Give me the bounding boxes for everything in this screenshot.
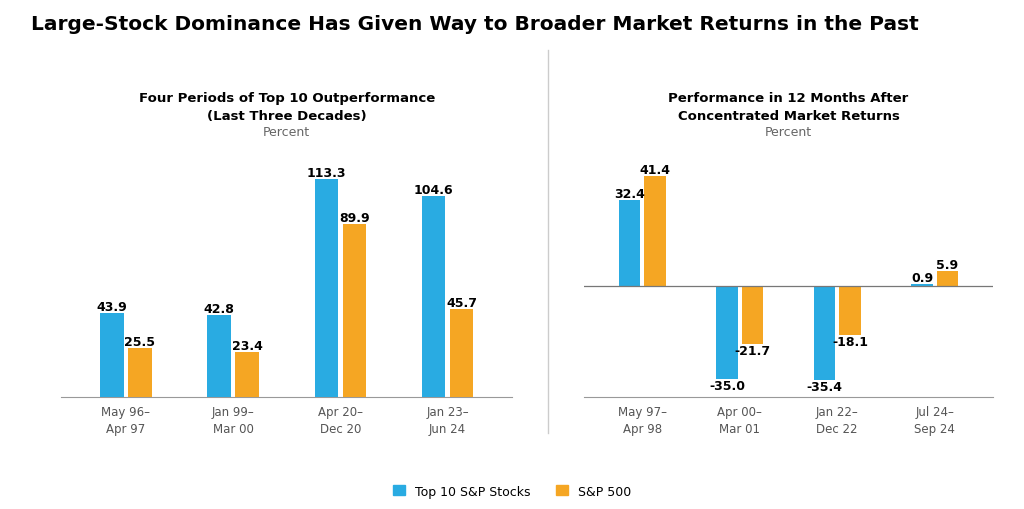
Bar bbox=[644, 177, 666, 287]
Text: Percent: Percent bbox=[263, 126, 310, 138]
Text: 45.7: 45.7 bbox=[446, 297, 477, 309]
Bar bbox=[450, 309, 473, 397]
Bar bbox=[717, 287, 737, 380]
Text: Percent: Percent bbox=[765, 126, 812, 138]
Text: 25.5: 25.5 bbox=[124, 335, 156, 348]
Bar bbox=[422, 196, 445, 397]
Bar bbox=[814, 287, 836, 381]
Text: -18.1: -18.1 bbox=[831, 335, 868, 348]
Text: 32.4: 32.4 bbox=[614, 188, 645, 201]
Bar bbox=[937, 271, 958, 287]
Bar bbox=[314, 180, 338, 397]
Text: -21.7: -21.7 bbox=[734, 345, 770, 357]
Text: 104.6: 104.6 bbox=[414, 184, 454, 196]
Bar bbox=[128, 348, 152, 397]
Bar bbox=[236, 352, 259, 397]
Bar bbox=[911, 285, 933, 287]
Bar bbox=[618, 201, 640, 287]
Text: Performance in 12 Months After: Performance in 12 Months After bbox=[669, 92, 908, 104]
Bar bbox=[741, 287, 763, 345]
Text: 41.4: 41.4 bbox=[639, 164, 671, 177]
Text: -35.4: -35.4 bbox=[807, 381, 843, 393]
Bar bbox=[207, 315, 231, 397]
Legend: Top 10 S&P Stocks, S&P 500: Top 10 S&P Stocks, S&P 500 bbox=[392, 485, 632, 498]
Text: -35.0: -35.0 bbox=[709, 380, 745, 392]
Bar bbox=[100, 313, 124, 397]
Text: 0.9: 0.9 bbox=[911, 271, 933, 285]
Text: 43.9: 43.9 bbox=[96, 300, 127, 313]
Text: (Last Three Decades): (Last Three Decades) bbox=[207, 110, 367, 123]
Bar bbox=[342, 225, 367, 397]
Text: Four Periods of Top 10 Outperformance: Four Periods of Top 10 Outperformance bbox=[138, 92, 435, 104]
Text: Large-Stock Dominance Has Given Way to Broader Market Returns in the Past: Large-Stock Dominance Has Given Way to B… bbox=[31, 15, 919, 34]
Text: 89.9: 89.9 bbox=[339, 212, 370, 225]
Bar bbox=[840, 287, 860, 335]
Text: Concentrated Market Returns: Concentrated Market Returns bbox=[678, 110, 899, 123]
Text: 5.9: 5.9 bbox=[936, 258, 958, 271]
Text: 23.4: 23.4 bbox=[231, 339, 262, 352]
Text: 113.3: 113.3 bbox=[306, 167, 346, 180]
Text: 42.8: 42.8 bbox=[204, 302, 234, 315]
